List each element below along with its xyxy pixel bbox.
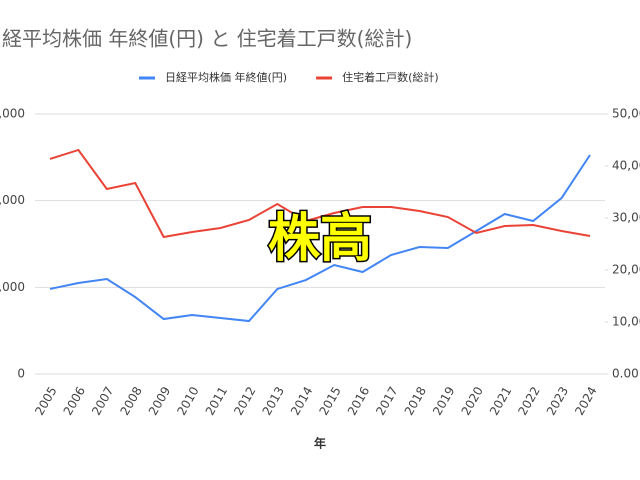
y2-tick-label: 40,000 [612,159,640,173]
series-line [49,154,591,323]
x-tick-label: 2018 [402,384,429,417]
x-tick-label: 2023 [544,384,571,417]
x-tick-label: 2022 [515,384,542,417]
y2-tick-label: 0.00 [612,367,639,381]
x-tick-label: 2005 [32,384,59,417]
x-tick-label: 2012 [231,384,258,417]
x-tick-label: 2006 [61,384,88,417]
y-tick-label: 0 [17,367,25,381]
x-tick-label: 2013 [260,384,287,417]
x-tick-label: 2019 [430,384,457,417]
x-tick-label: 2009 [146,384,173,417]
y-tick-label: 16,000 [0,280,25,294]
x-tick-label: 2016 [345,384,372,417]
x-tick-label: 2021 [487,384,514,417]
y2-tick-label: 20,000 [612,263,640,277]
legend-label: 住宅着工戸数(総計) [342,70,439,84]
x-tick-label: 2017 [373,384,400,417]
x-tick-label: 2014 [288,384,315,417]
y2-tick-label: 50,000 [612,107,640,121]
y2-tick-label: 30,000 [612,211,640,225]
x-tick-label: 2024 [572,384,599,417]
x-tick-label: 2007 [89,384,116,417]
y2-tick-label: 10,000 [612,315,640,329]
x-tick-label: 2010 [174,384,201,417]
x-tick-label: 2020 [459,384,486,417]
x-tick-label: 2008 [117,384,144,417]
series-line [49,148,591,239]
x-tick-label: 2011 [203,384,230,417]
y-tick-label: 32,000 [0,193,25,207]
annotation: 株高 [268,209,372,269]
chart-title: 日経平均株価 年終値(円) と 住宅着工戸数(総計) [0,27,412,51]
x-axis-label: 年 [314,436,326,451]
x-tick-label: 2015 [316,384,343,417]
y-tick-label: 48,000 [0,107,25,121]
legend-label: 日経平均株価 年終値(円) [165,70,287,84]
